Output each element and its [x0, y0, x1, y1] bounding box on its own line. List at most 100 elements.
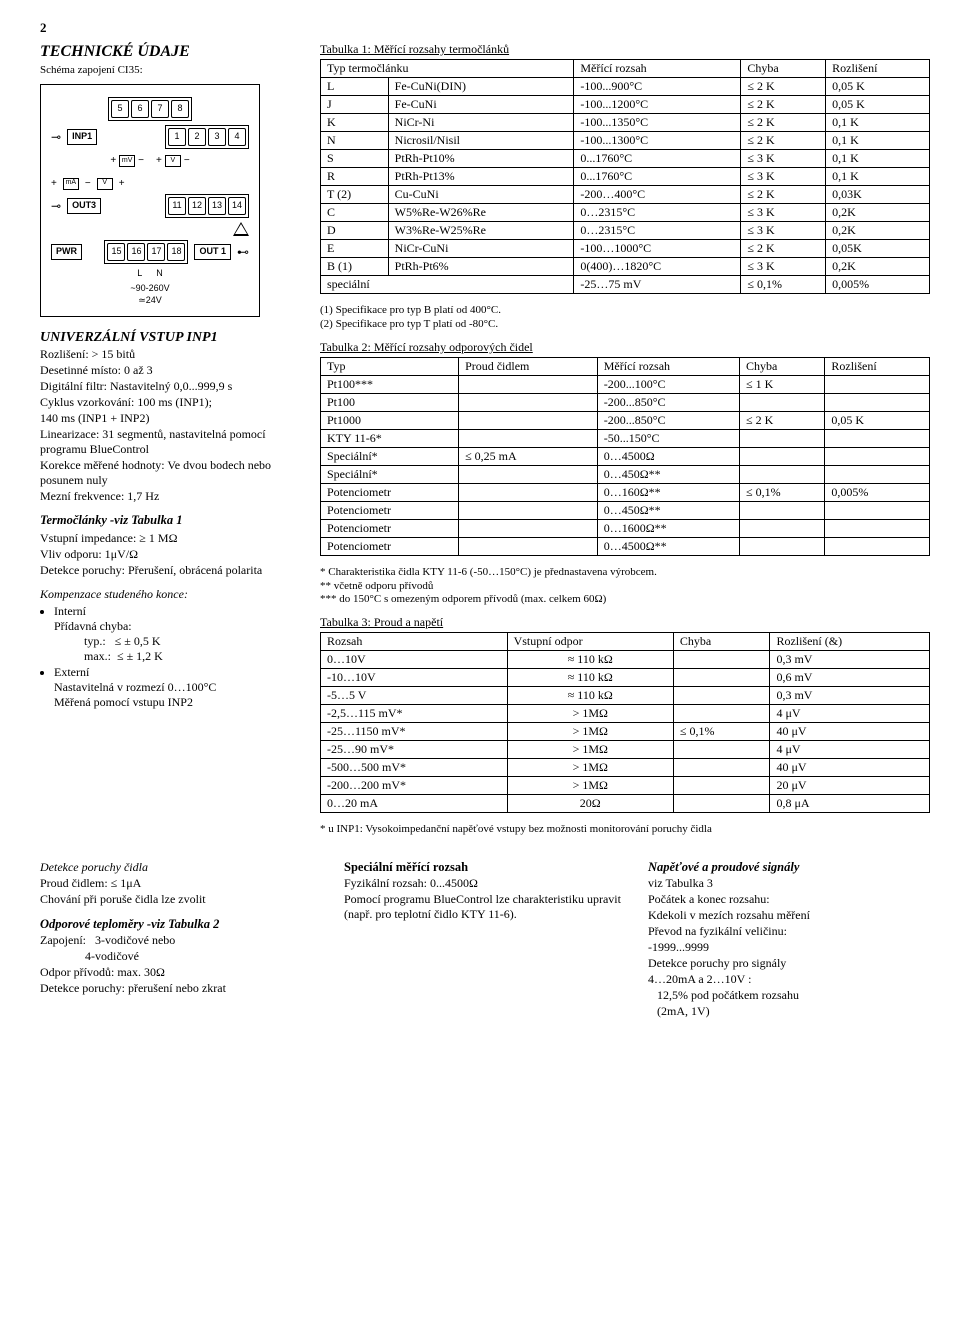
table-cell: 0,3 mV — [770, 651, 930, 669]
text-line: (1) Specifikace pro typ B platí od 400°C… — [320, 304, 930, 318]
table-cell: E — [321, 240, 389, 258]
table2-caption: Tabulka 2: Měřící rozsahy odporových čid… — [320, 340, 930, 355]
arrow-icon: ⊸ — [51, 199, 61, 214]
table-cell: -200…400°C — [574, 186, 741, 204]
table-header: Rozlišení — [826, 60, 930, 78]
table-cell: 40 μV — [770, 723, 930, 741]
table-cell: ≤ 2 K — [741, 78, 826, 96]
table-cell — [673, 669, 770, 687]
table-cell — [673, 741, 770, 759]
table-cell: PtRh-Pt10% — [388, 150, 574, 168]
text-line: 140 ms (INP1 + INP2) — [40, 411, 300, 426]
table-cell: ≤ 2 K — [741, 132, 826, 150]
table-cell: ≤ 3 K — [741, 258, 826, 276]
table-header: Měřící rozsah — [574, 60, 741, 78]
comp-heading: Kompenzace studeného konce: — [40, 587, 300, 602]
table-cell: 0,05 K — [826, 78, 930, 96]
table-cell: 20Ω — [507, 795, 673, 813]
table-cell — [673, 777, 770, 795]
table-cell — [825, 447, 930, 465]
text-line: (2) Specifikace pro typ T platí od -80°C… — [320, 318, 930, 332]
table-cell: Pt100 — [321, 393, 459, 411]
terminal: 4 — [228, 128, 246, 146]
table-cell: -100...900°C — [574, 78, 741, 96]
port-out3: OUT3 — [67, 198, 101, 213]
text-line: Detekce poruchy pro signály — [648, 956, 930, 971]
power-dc: ≃24V — [51, 295, 249, 306]
power-l: L — [137, 268, 142, 279]
det-heading: Detekce poruchy čidla — [40, 860, 322, 875]
terminal: 15 — [107, 243, 125, 261]
terminal: 8 — [171, 100, 189, 118]
text-line: Cyklus vzorkování: 100 ms (INP1); — [40, 395, 300, 410]
table-cell: J — [321, 96, 389, 114]
text-line: Mezní frekvence: 1,7 Hz — [40, 489, 300, 504]
table-cell: 0,1 K — [826, 132, 930, 150]
table-cell: 0...1760°C — [574, 150, 741, 168]
text-line: Přídavná chyba: — [54, 619, 300, 634]
table-cell: ≤ 1 K — [740, 375, 825, 393]
terminal: 3 — [208, 128, 226, 146]
rtd-heading: Odporové teploměry -viz Tabulka 2 — [40, 917, 322, 933]
page-number: 2 — [40, 20, 930, 36]
v-icon: V — [97, 178, 113, 190]
table2: Typ Proud čidlem Měřící rozsah Chyba Roz… — [320, 357, 930, 556]
table-cell: Potenciometr — [321, 483, 459, 501]
table-cell: -25…1150 mV* — [321, 723, 508, 741]
terminal: 14 — [228, 197, 246, 215]
table-cell: Pt1000 — [321, 411, 459, 429]
power-n: N — [156, 268, 163, 279]
table-cell: 0,6 mV — [770, 669, 930, 687]
table-cell: 0,1 K — [826, 150, 930, 168]
table-cell: ≤ 3 K — [741, 222, 826, 240]
table-header: Typ — [321, 357, 459, 375]
table-cell: D — [321, 222, 389, 240]
text-line: Pomocí programu BlueControl lze charakte… — [344, 892, 626, 922]
text-line: Kdekoli v mezích rozsahu měření — [648, 908, 930, 923]
text-line: Fyzikální rozsah: 0...4500Ω — [344, 876, 626, 891]
terminal: 17 — [147, 243, 165, 261]
text-line: Chování při poruše čidla lze zvolit — [40, 892, 322, 907]
table-cell: Pt100*** — [321, 375, 459, 393]
table-cell: speciální — [321, 276, 574, 294]
table-header: Rozlišení — [825, 357, 930, 375]
table-cell: ≤ 2 K — [740, 411, 825, 429]
table-cell: 0...1760°C — [574, 168, 741, 186]
text-line: Interní — [54, 604, 86, 618]
text-line: Vstupní impedance: ≥ 1 MΩ — [40, 531, 300, 546]
list-item: Interní Přídavná chyba: typ.: ≤ ± 0,5 K … — [54, 604, 300, 664]
table-cell: ≤ 3 K — [741, 204, 826, 222]
table-cell: 0,05K — [826, 240, 930, 258]
table-cell: 0,05 K — [825, 411, 930, 429]
terminal: 16 — [127, 243, 145, 261]
text-line: Odpor přívodů: max. 30Ω — [40, 965, 322, 980]
table1-footnotes: (1) Specifikace pro typ B platí od 400°C… — [320, 304, 930, 332]
bottom-mid-col: Speciální měřící rozsah Fyzikální rozsah… — [344, 859, 626, 1021]
v-icon: V — [165, 155, 181, 167]
table-cell: 0,2K — [826, 222, 930, 240]
table-cell: 0…450Ω** — [597, 465, 739, 483]
table2-footnotes: * Charakteristika čidla KTY 11-6 (-50…15… — [320, 566, 930, 607]
table-cell: Potenciometr — [321, 519, 459, 537]
table-cell: K — [321, 114, 389, 132]
table-header: Chyba — [673, 633, 770, 651]
table-cell: -200...850°C — [597, 411, 739, 429]
terminal: 7 — [151, 100, 169, 118]
text-line: Desetinné místo: 0 až 3 — [40, 363, 300, 378]
table-cell: ≈ 110 kΩ — [507, 651, 673, 669]
table-cell: ≤ 3 K — [741, 168, 826, 186]
text-line: 4…20mA a 2…10V : — [648, 972, 930, 987]
table-cell: 0…4500Ω** — [597, 537, 739, 555]
text-line: Rozlišení: > 15 bitů — [40, 347, 300, 362]
table-cell: B (1) — [321, 258, 389, 276]
warning-icon — [233, 222, 249, 236]
table-cell — [825, 429, 930, 447]
table-header: Typ termočlánku — [321, 60, 574, 78]
table-cell: R — [321, 168, 389, 186]
table1: Typ termočlánku Měřící rozsah Chyba Rozl… — [320, 59, 930, 294]
terminal: 12 — [188, 197, 206, 215]
section-title-tech: TECHNICKÉ ÚDAJE — [40, 42, 300, 62]
table-cell: -500…500 mV* — [321, 759, 508, 777]
table-cell: 0…160Ω** — [597, 483, 739, 501]
section-title-univ: UNIVERZÁLNÍ VSTUP INP1 — [40, 329, 300, 347]
